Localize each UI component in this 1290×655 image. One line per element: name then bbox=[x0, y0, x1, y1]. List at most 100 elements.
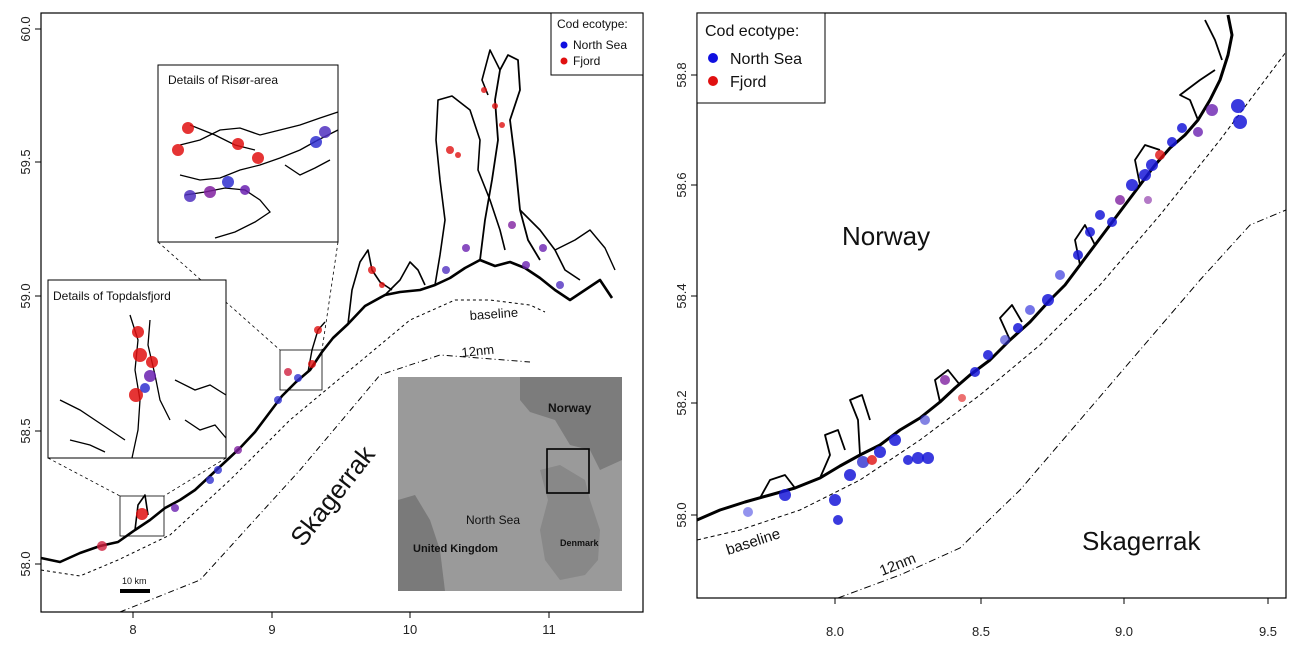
left-x-tick-label: 11 bbox=[542, 622, 556, 637]
sample-point bbox=[182, 122, 194, 134]
left-y-axis: 58.0 58.5 59.0 59.5 60.0 bbox=[18, 16, 41, 577]
right-sample-points bbox=[743, 99, 1247, 525]
overview-label-uk: United Kingdom bbox=[413, 543, 498, 555]
sample-point bbox=[1126, 179, 1138, 191]
sample-point bbox=[1055, 270, 1065, 280]
right-y-tick-label: 58.8 bbox=[674, 62, 689, 87]
sample-point bbox=[958, 394, 966, 402]
right-y-tick-label: 58.2 bbox=[674, 390, 689, 415]
topdalsfjord-inset-frame bbox=[47, 279, 227, 459]
right-legend-label: North Sea bbox=[730, 51, 802, 68]
sample-point bbox=[234, 446, 242, 454]
sample-point bbox=[889, 434, 901, 446]
right-map-panel: 58.0 58.2 58.4 58.6 58.8 8.0 8.5 9.0 9.5 bbox=[674, 12, 1287, 639]
sample-point bbox=[1155, 150, 1165, 160]
sample-point bbox=[455, 152, 461, 158]
right-y-tick-label: 58.0 bbox=[674, 502, 689, 527]
right-x-tick-label: 9.0 bbox=[1115, 624, 1133, 639]
sample-point bbox=[232, 138, 244, 150]
sample-point bbox=[310, 136, 322, 148]
sample-point bbox=[1085, 227, 1095, 237]
sample-point bbox=[1115, 195, 1125, 205]
sample-point bbox=[920, 415, 930, 425]
sample-point bbox=[146, 356, 158, 368]
sample-point bbox=[481, 87, 487, 93]
sample-point bbox=[274, 396, 282, 404]
right-legend-title: Cod ecotype: bbox=[705, 23, 799, 40]
sample-point bbox=[970, 367, 980, 377]
sample-point bbox=[1095, 210, 1105, 220]
sample-point bbox=[222, 176, 234, 188]
sample-point bbox=[204, 186, 216, 198]
right-x-tick-label: 9.5 bbox=[1259, 624, 1277, 639]
sample-point bbox=[539, 244, 547, 252]
sample-point bbox=[1042, 294, 1054, 306]
risor-inset-frame bbox=[157, 64, 339, 243]
right-x-axis: 8.0 8.5 9.0 9.5 bbox=[826, 598, 1277, 639]
risor-inset-title: Details of Risør-area bbox=[168, 73, 278, 87]
sample-point bbox=[206, 476, 214, 484]
left-x-axis: 8 9 10 11 bbox=[129, 612, 556, 637]
sample-point bbox=[319, 126, 331, 138]
sample-point bbox=[857, 456, 869, 468]
sample-point bbox=[922, 452, 934, 464]
sample-point bbox=[97, 541, 107, 551]
sample-point bbox=[1144, 196, 1152, 204]
sample-point bbox=[144, 370, 156, 382]
sample-point bbox=[1013, 323, 1023, 333]
left-y-tick-label: 58.0 bbox=[18, 551, 33, 576]
sample-point bbox=[129, 388, 143, 402]
sample-point bbox=[779, 489, 791, 501]
right-norway-label: Norway bbox=[842, 221, 930, 251]
sample-point bbox=[499, 122, 505, 128]
sample-point bbox=[1177, 123, 1187, 133]
sample-point bbox=[874, 446, 886, 458]
sample-point bbox=[284, 368, 292, 376]
overview-map-norway bbox=[520, 377, 622, 470]
overview-label-norway: Norway bbox=[548, 401, 592, 415]
sample-point bbox=[171, 504, 179, 512]
right-x-tick-label: 8.5 bbox=[972, 624, 990, 639]
sample-point bbox=[252, 152, 264, 164]
right-y-tick-label: 58.6 bbox=[674, 172, 689, 197]
left-baseline-label: baseline bbox=[469, 305, 518, 323]
left-x-tick-label: 10 bbox=[403, 622, 417, 637]
connector-line bbox=[163, 457, 227, 497]
left-coastline bbox=[40, 49, 616, 564]
sample-point bbox=[556, 281, 564, 289]
sample-point bbox=[833, 515, 843, 525]
left-x-tick-label: 9 bbox=[268, 622, 275, 637]
left-y-tick-label: 58.5 bbox=[18, 418, 33, 443]
sample-point bbox=[442, 266, 450, 274]
right-y-tick-label: 58.4 bbox=[674, 283, 689, 308]
legend-fjord-marker bbox=[708, 76, 718, 86]
legend-north-sea-marker bbox=[560, 41, 568, 49]
left-legend: Cod ecotype: North Sea Fjord bbox=[550, 12, 644, 76]
scale-bar-label: 10 km bbox=[122, 576, 147, 586]
right-y-axis: 58.0 58.2 58.4 58.6 58.8 bbox=[674, 62, 697, 528]
left-y-tick-label: 59.0 bbox=[18, 283, 33, 308]
sample-point bbox=[1146, 159, 1158, 171]
sample-point bbox=[1231, 99, 1245, 113]
left-legend-title: Cod ecotype: bbox=[557, 17, 628, 31]
overview-label-north-sea: North Sea bbox=[466, 513, 520, 527]
overview-map: Norway North Sea Denmark United Kingdom bbox=[398, 377, 622, 591]
sample-point bbox=[983, 350, 993, 360]
sample-point bbox=[1107, 217, 1117, 227]
sample-point bbox=[1206, 104, 1218, 116]
scale-bar: 10 km bbox=[120, 576, 150, 593]
sample-point bbox=[1167, 137, 1177, 147]
right-legend-label: Fjord bbox=[730, 74, 766, 91]
connector-line bbox=[321, 241, 339, 351]
sample-point bbox=[314, 326, 322, 334]
sample-point bbox=[140, 383, 150, 393]
risor-inset: Details of Risør-area bbox=[157, 64, 339, 243]
sample-point bbox=[522, 261, 530, 269]
sample-point bbox=[133, 348, 147, 362]
sample-point bbox=[1233, 115, 1247, 129]
sample-point bbox=[508, 221, 516, 229]
sample-point bbox=[844, 469, 856, 481]
right-legend: Cod ecotype: North Sea Fjord bbox=[696, 12, 826, 104]
overview-map-uk bbox=[398, 495, 445, 591]
